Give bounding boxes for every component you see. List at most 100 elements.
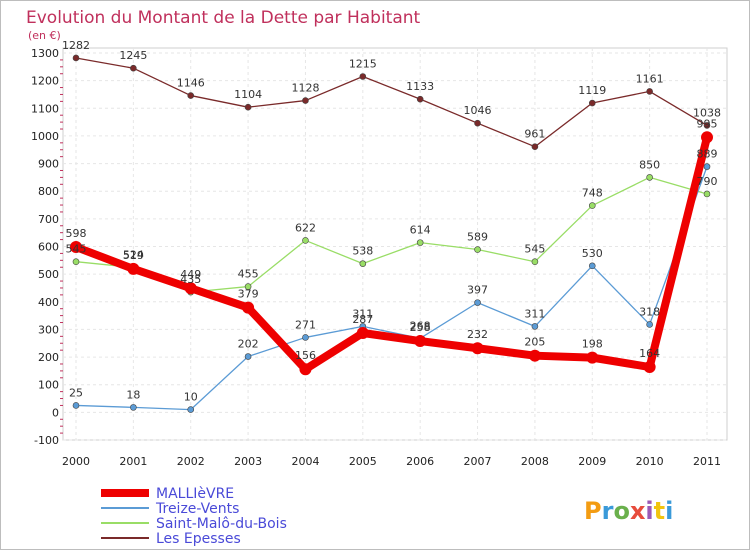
- data-label-treize-vents: 311: [524, 307, 545, 320]
- data-point-malli-vre: [70, 241, 82, 254]
- data-point-treize-vents: [72, 402, 80, 409]
- x-tick-label: 2003: [234, 455, 262, 468]
- series-line-les-epesses: [75, 57, 708, 148]
- x-tick-label: 2010: [636, 455, 664, 468]
- x-tick-label: 2002: [177, 455, 205, 468]
- series-line-malli-vre: [74, 136, 711, 374]
- data-label-malli-vre: 598: [66, 227, 87, 240]
- data-point-saint-mal-du-bois: [72, 258, 80, 266]
- data-point-treize-vents: [646, 321, 653, 328]
- x-tick-label: 2001: [119, 455, 147, 468]
- data-point-les-epesses: [703, 122, 711, 129]
- data-point-les-epesses: [416, 95, 424, 103]
- data-label-malli-vre: 164: [639, 347, 660, 360]
- data-label-les-epesses: 1119: [578, 84, 606, 97]
- data-point-malli-vre: [471, 342, 484, 355]
- data-labels: 1282 1245 1146 1104 1128 1215 1133 1046 961 1119 1…: [62, 39, 721, 404]
- data-label-malli-vre: 287: [352, 313, 373, 326]
- data-label-saint-mal-du-bois: 545: [66, 243, 87, 256]
- data-point-saint-mal-du-bois: [244, 283, 252, 290]
- data-label-treize-vents: 18: [126, 388, 140, 401]
- y-tick-label: 800: [38, 185, 59, 198]
- data-point-treize-vents: [588, 262, 596, 270]
- x-axis: 2000 2001 2002 2003 2004 2005 2006 2007 2008 2009…: [62, 455, 721, 468]
- data-point-les-epesses: [646, 88, 653, 95]
- legend-label: Treize-Vents: [155, 501, 239, 517]
- data-label-saint-mal-du-bois: 524: [123, 249, 144, 262]
- data-point-treize-vents: [703, 163, 711, 170]
- data-point-saint-mal-du-bois: [588, 202, 596, 209]
- data-label-treize-vents: 397: [467, 284, 488, 297]
- x-tick-label: 2008: [521, 455, 549, 468]
- data-label-les-epesses: 1104: [234, 88, 262, 101]
- legend: MALLIèVRETreize-VentsSaint-Malô-du-BoisL…: [101, 486, 287, 547]
- data-label-saint-mal-du-bois: 790: [697, 175, 718, 188]
- data-label-saint-mal-du-bois: 622: [295, 221, 316, 234]
- data-point-treize-vents: [474, 299, 481, 306]
- data-point-les-epesses: [474, 119, 481, 127]
- data-point-saint-mal-du-bois: [703, 190, 711, 198]
- data-label-saint-mal-du-bois: 455: [238, 268, 259, 281]
- x-tick-label: 2000: [62, 455, 90, 468]
- data-label-treize-vents: 271: [295, 318, 316, 331]
- legend-label: Les Epesses: [156, 531, 241, 547]
- x-tick-label: 2006: [406, 455, 434, 468]
- data-point-les-epesses: [302, 97, 309, 104]
- data-point-treize-vents: [187, 406, 195, 413]
- data-label-saint-mal-du-bois: 435: [180, 273, 201, 286]
- data-label-les-epesses: 1282: [62, 39, 90, 52]
- data-label-malli-vre: 205: [524, 336, 545, 349]
- data-label-malli-vre: 995: [697, 117, 718, 130]
- data-point-les-epesses: [359, 73, 367, 80]
- brand-logo: Proxiti: [584, 497, 673, 525]
- legend-label: MALLIèVRE: [156, 486, 234, 502]
- data-point-saint-mal-du-bois: [359, 260, 367, 267]
- data-point-malli-vre: [528, 349, 541, 362]
- y-tick-label: -100: [34, 434, 59, 447]
- data-point-les-epesses: [187, 92, 195, 99]
- data-label-malli-vre: 519: [123, 249, 144, 262]
- data-label-malli-vre: 198: [582, 338, 603, 351]
- data-point-malli-vre: [184, 282, 197, 295]
- data-label-saint-mal-du-bois: 589: [467, 231, 488, 244]
- data-point-malli-vre: [414, 335, 427, 348]
- data-label-saint-mal-du-bois: 614: [410, 224, 431, 237]
- data-point-saint-mal-du-bois: [416, 239, 424, 246]
- data-label-les-epesses: 1215: [349, 57, 377, 70]
- data-point-treize-vents: [244, 353, 252, 360]
- x-tick-label: 2005: [349, 455, 377, 468]
- data-label-malli-vre: 449: [180, 268, 201, 281]
- x-tick-label: 2004: [291, 455, 319, 468]
- data-point-treize-vents: [531, 323, 539, 330]
- y-tick-label: 0: [52, 406, 59, 419]
- data-point-malli-vre: [242, 301, 255, 314]
- data-label-treize-vents: 318: [639, 305, 660, 318]
- y-tick-label: 400: [38, 296, 59, 309]
- chart-title: Evolution du Montant de la Dette par Hab…: [26, 8, 421, 28]
- data-label-malli-vre: 232: [467, 328, 488, 341]
- data-label-les-epesses: 1146: [177, 77, 205, 90]
- data-label-saint-mal-du-bois: 538: [352, 245, 373, 258]
- data-label-treize-vents: 530: [582, 247, 603, 260]
- data-point-saint-mal-du-bois: [474, 246, 481, 253]
- data-point-malli-vre: [701, 131, 713, 144]
- y-tick-label: 300: [38, 323, 59, 336]
- x-tick-label: 2007: [464, 455, 492, 468]
- data-label-saint-mal-du-bois: 545: [524, 243, 545, 256]
- data-point-les-epesses: [244, 103, 252, 111]
- data-point-les-epesses: [588, 99, 596, 107]
- plot-area: [62, 47, 728, 441]
- y-tick-label: 1300: [31, 47, 59, 60]
- data-point-treize-vents: [130, 404, 137, 411]
- data-point-malli-vre: [643, 361, 656, 374]
- data-label-saint-mal-du-bois: 748: [582, 187, 603, 200]
- data-point-treize-vents: [302, 334, 309, 341]
- data-label-les-epesses: 1245: [119, 49, 147, 62]
- y-tick-label: 1000: [31, 130, 59, 143]
- data-label-les-epesses: 1133: [406, 80, 434, 93]
- data-point-malli-vre: [299, 363, 312, 376]
- data-label-les-epesses: 1046: [464, 104, 492, 117]
- y-tick-label: 700: [38, 213, 59, 226]
- data-label-les-epesses: 1128: [291, 82, 319, 95]
- data-label-malli-vre: 379: [238, 288, 259, 301]
